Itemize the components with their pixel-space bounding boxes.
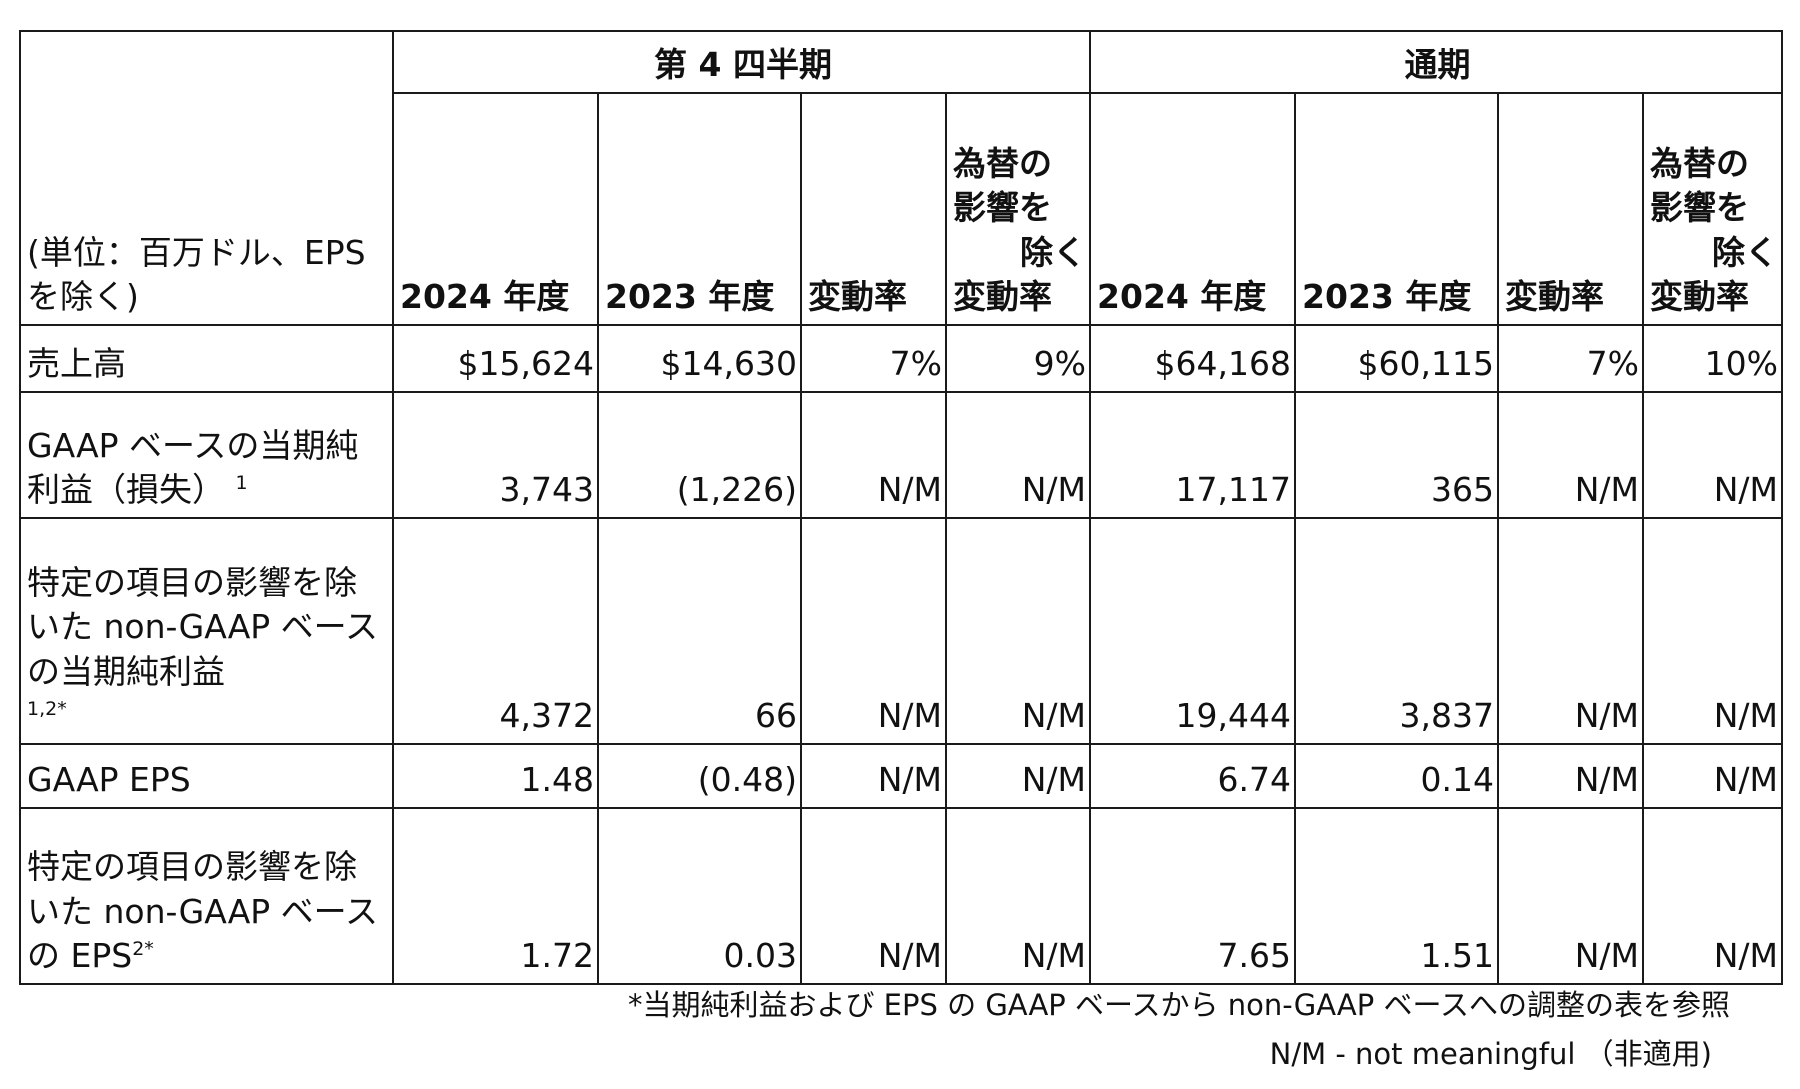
cell-value: 3,743 [392, 391, 599, 519]
cell-value: 365 [1294, 391, 1500, 519]
cell-value: $60,115 [1294, 324, 1500, 393]
cell-value: N/M [800, 807, 947, 985]
col-header-fy-2024: 2024 年度 [1089, 92, 1297, 326]
unit-note: (単位：百万ドル、EPS を除く) [19, 30, 394, 326]
row-gaap-eps: GAAP EPS 1.48 (0.48) N/M N/M 6.74 0.14 N… [19, 743, 1784, 809]
row-label: GAAP EPS [19, 743, 394, 809]
col-header-q4-change: 変動率 [800, 92, 947, 326]
cell-value: $64,168 [1089, 324, 1297, 393]
fx-line3: 除く [1712, 232, 1779, 272]
cell-value: 7% [1497, 324, 1645, 393]
row-label: GAAP ベースの当期純利益（損失） 1 [19, 391, 394, 519]
cell-value: 3,837 [1294, 517, 1500, 745]
footnote-nm: N/M - not meaningful （非適用) [1269, 1037, 1712, 1071]
fx-line1: 為替の [1650, 143, 1750, 183]
cell-value: $14,630 [597, 324, 802, 393]
cell-value: 9% [944, 324, 1092, 393]
row-label: 特定の項目の影響を除いた non-GAAP ベースの EPS2* [19, 807, 394, 985]
col-header-fy-fx-change: 為替の 影響を 除く 変動率 [1642, 92, 1784, 326]
cell-value: N/M [944, 391, 1092, 519]
header-column-row: 2024 年度 2023 年度 変動率 為替の 影響を 除く 変動率 2024 … [20, 92, 1784, 326]
cell-value: 0.14 [1294, 743, 1500, 809]
cell-value: $15,624 [392, 324, 599, 393]
col-header-q4-2023: 2023 年度 [597, 92, 802, 326]
footnote-reconciliation: *当期純利益および EPS の GAAP ベースから non-GAAP ベースへ… [627, 988, 1730, 1022]
cell-value: 0.03 [597, 807, 802, 985]
row-non-gaap-net-income: 特定の項目の影響を除いた non-GAAP ベースの当期純利益 1,2* 4,37… [19, 517, 1784, 745]
group-header-q4: 第 4 四半期 [391, 30, 1092, 94]
cell-value: N/M [1497, 807, 1645, 985]
row-label: 特定の項目の影響を除いた non-GAAP ベースの当期純利益 1,2* [19, 517, 394, 745]
col-header-fy-change: 変動率 [1497, 92, 1645, 326]
cell-value: N/M [1497, 391, 1645, 519]
col-header-fy-2023: 2023 年度 [1294, 92, 1500, 326]
cell-value: N/M [944, 517, 1092, 745]
row-revenue: 売上高 $15,624 $14,630 7% 9% $64,168 $60,11… [19, 324, 1784, 393]
cell-value: N/M [1497, 743, 1645, 809]
cell-value: (1,226) [597, 391, 802, 519]
fx-line2: 影響を [1650, 188, 1750, 228]
cell-value: 6.74 [1089, 743, 1297, 809]
cell-value: 1.48 [392, 743, 599, 809]
cell-value: 1.72 [392, 807, 599, 985]
header-group-row: (単位：百万ドル、EPS を除く) 第 4 四半期 通期 [19, 30, 1784, 326]
row-label: 売上高 [19, 324, 394, 393]
financial-summary-table: (単位：百万ドル、EPS を除く) 第 4 四半期 通期 2024 年度 202… [19, 30, 1784, 985]
cell-value: 4,372 [392, 517, 599, 745]
cell-value: N/M [944, 743, 1092, 809]
footnote-ref: 2* [132, 938, 154, 961]
col-header-q4-fx-change: 為替の 影響を 除く 変動率 [944, 92, 1092, 326]
fx-line2: 影響を [953, 188, 1052, 228]
fx-line4: 変動率 [953, 277, 1052, 317]
cell-value: N/M [1497, 517, 1645, 745]
cell-value: 19,444 [1089, 517, 1297, 745]
col-header-q4-2024: 2024 年度 [392, 92, 599, 326]
footnote-ref: 1 [235, 472, 248, 495]
cell-value: N/M [800, 743, 947, 809]
cell-value: N/M [944, 807, 1092, 985]
row-gaap-net-income: GAAP ベースの当期純利益（損失） 1 3,743 (1,226) N/M N… [19, 391, 1784, 519]
cell-value: N/M [800, 517, 947, 745]
group-header-fy: 通期 [1089, 30, 1784, 94]
cell-value: 66 [597, 517, 802, 745]
cell-value: (0.48) [597, 743, 802, 809]
cell-value: N/M [1642, 807, 1784, 985]
cell-value: 10% [1642, 324, 1784, 393]
row-non-gaap-eps: 特定の項目の影響を除いた non-GAAP ベースの EPS2* 1.72 0.… [19, 807, 1784, 985]
cell-value: N/M [1642, 517, 1784, 745]
cell-value: N/M [1642, 743, 1784, 809]
fx-line4: 変動率 [1650, 277, 1750, 317]
fx-line1: 為替の [953, 143, 1052, 183]
cell-value: N/M [1642, 391, 1784, 519]
fx-line3: 除く [1020, 232, 1087, 272]
cell-value: 1.51 [1294, 807, 1500, 985]
cell-value: 7.65 [1089, 807, 1297, 985]
cell-value: N/M [800, 391, 947, 519]
cell-value: 7% [800, 324, 947, 393]
footnote-ref: 1,2* [27, 698, 67, 721]
cell-value: 17,117 [1089, 391, 1297, 519]
